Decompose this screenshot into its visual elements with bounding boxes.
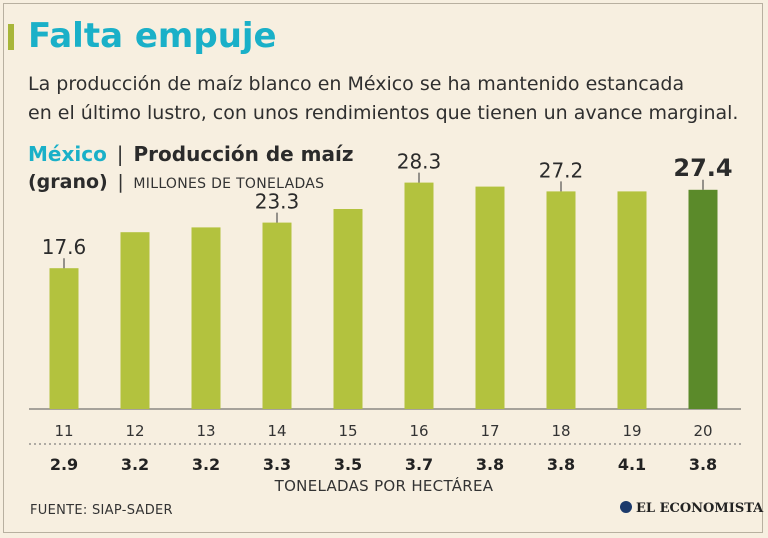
subtitle: La producción de maíz blanco en México s… [28, 70, 748, 128]
brand-logo: EL ECONOMISTA [620, 501, 763, 516]
legend-series-name: Producción de maíz [133, 142, 354, 166]
brand-name: EL ECONOMISTA [636, 501, 764, 516]
tick-label-18: 18 [551, 422, 570, 440]
bar-13 [191, 227, 221, 409]
yield-value-14: 3.3 [263, 455, 291, 474]
legend-title: México | Producción de maíz [28, 142, 354, 166]
tick-label-12: 12 [125, 422, 144, 440]
data-label-11: 17.6 [42, 235, 87, 259]
tick-label-15: 15 [338, 422, 357, 440]
tick-label-20: 20 [693, 422, 712, 440]
yield-value-12: 3.2 [121, 455, 149, 474]
yield-value-20: 3.8 [689, 455, 717, 474]
yield-value-18: 3.8 [547, 455, 575, 474]
bar-17 [475, 186, 505, 409]
legend-separator-2: | [117, 171, 124, 193]
tick-label-11: 11 [54, 422, 73, 440]
data-label-14: 23.3 [255, 190, 300, 214]
tick-label-16: 16 [409, 422, 428, 440]
yield-value-17: 3.8 [476, 455, 504, 474]
legend-separator: | [116, 142, 124, 166]
data-label-20: 27.4 [673, 154, 732, 182]
data-label-16: 28.3 [397, 150, 442, 174]
frame-border [3, 3, 763, 533]
yield-value-19: 4.1 [618, 455, 646, 474]
bar-12 [120, 232, 150, 409]
bar-11 [49, 268, 79, 409]
tick-label-19: 19 [622, 422, 641, 440]
title-accent-bar [8, 24, 14, 50]
yield-axis-title: TONELADAS POR HECTÁREA [274, 477, 494, 495]
legend-country: México [28, 142, 107, 166]
data-label-18: 27.2 [539, 158, 584, 182]
bar-20 [688, 189, 718, 409]
yield-value-16: 3.7 [405, 455, 433, 474]
bar-15 [333, 209, 363, 409]
subtitle-line-2: en el último lustro, con unos rendimient… [28, 102, 739, 124]
yield-value-11: 2.9 [50, 455, 78, 474]
source-note: FUENTE: SIAP-SADER [30, 503, 173, 518]
bar-16 [404, 182, 434, 409]
brand-icon [620, 501, 632, 513]
yield-value-13: 3.2 [192, 455, 220, 474]
page-title: Falta empuje [28, 16, 277, 56]
subtitle-line-1: La producción de maíz blanco en México s… [28, 73, 685, 95]
legend-series-name-2: (grano) [28, 171, 108, 193]
tick-label-14: 14 [267, 422, 286, 440]
tick-label-17: 17 [480, 422, 499, 440]
legend-subtitle: (grano) | MILLONES DE TONELADAS [28, 171, 324, 193]
bar-18 [546, 191, 576, 409]
bar-14 [262, 222, 292, 409]
bar-19 [617, 191, 647, 409]
tick-label-13: 13 [196, 422, 215, 440]
yield-value-15: 3.5 [334, 455, 362, 474]
legend-units: MILLONES DE TONELADAS [133, 176, 325, 192]
